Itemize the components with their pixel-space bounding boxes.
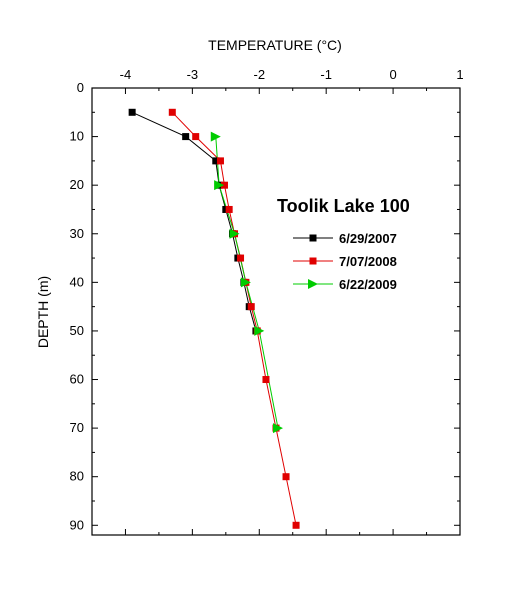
series-lines <box>131 111 297 526</box>
x-tick-label: -2 <box>253 67 265 82</box>
data-point <box>240 277 251 288</box>
data-point <box>292 521 300 529</box>
data-point <box>247 303 255 311</box>
legend-label: 7/07/2008 <box>339 254 397 269</box>
legend-marker <box>309 234 317 242</box>
series-markers <box>128 108 300 529</box>
data-point <box>212 157 220 165</box>
legend-label: 6/29/2007 <box>339 231 397 246</box>
data-point <box>182 133 190 141</box>
x-tick-label: -1 <box>320 67 332 82</box>
y-tick-label: 50 <box>70 323 84 338</box>
data-point <box>128 108 136 116</box>
data-point <box>273 423 284 434</box>
x-axis-title: TEMPERATURE (°C) <box>208 37 342 53</box>
data-point <box>282 473 290 481</box>
plot-frame <box>91 87 461 536</box>
chart-title: Toolik Lake 100 <box>277 196 410 216</box>
data-point <box>210 131 221 142</box>
y-tick-label: 0 <box>77 80 84 95</box>
legend: 6/29/2007 7/07/2008 6/22/2009 <box>293 231 397 292</box>
x-tick-label: 1 <box>456 67 463 82</box>
legend-label: 6/22/2009 <box>339 277 397 292</box>
y-axis-title: DEPTH (m) <box>35 276 51 348</box>
y-tick-label: 60 <box>70 372 84 387</box>
x-tick-label: -3 <box>187 67 199 82</box>
y-tick-label: 80 <box>70 469 84 484</box>
x-tick-label: 0 <box>389 67 396 82</box>
data-point <box>168 108 176 116</box>
y-tick-label: 20 <box>70 177 84 192</box>
y-tick-label: 30 <box>70 226 84 241</box>
data-point <box>237 254 245 262</box>
y-tick-label: 40 <box>70 274 84 289</box>
data-point <box>214 180 225 191</box>
data-point <box>262 376 270 384</box>
data-point <box>229 228 240 239</box>
data-point <box>254 325 265 336</box>
x-tick-label: -4 <box>120 67 132 82</box>
y-tick-label: 70 <box>70 420 84 435</box>
series-line <box>171 111 297 526</box>
series-line <box>131 111 257 332</box>
legend-marker <box>309 257 317 265</box>
y-tick-label: 10 <box>70 129 84 144</box>
data-point <box>225 205 233 213</box>
legend-marker <box>308 279 318 289</box>
data-point <box>220 181 228 189</box>
data-point <box>192 133 200 141</box>
y-tick-label: 90 <box>70 517 84 532</box>
data-point <box>216 157 224 165</box>
